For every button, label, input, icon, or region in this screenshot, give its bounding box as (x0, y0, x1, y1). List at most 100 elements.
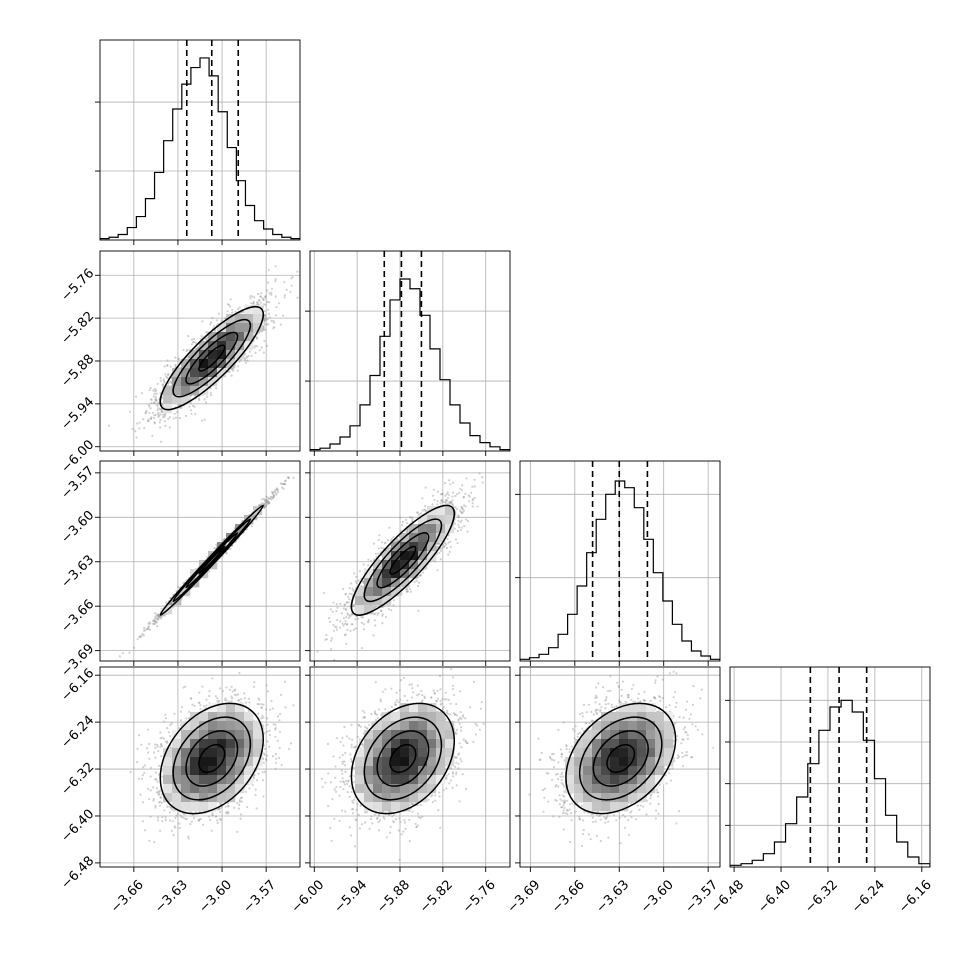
sample-point (237, 308, 240, 311)
sample-point (451, 481, 454, 484)
sample-point (166, 374, 170, 377)
sample-point (152, 620, 156, 623)
sample-point (264, 499, 267, 502)
sample-point (244, 359, 247, 362)
sample-point (188, 349, 191, 352)
sample-point (274, 295, 277, 298)
sample-point (241, 519, 244, 523)
sample-point (155, 389, 158, 392)
sample-point (188, 405, 191, 408)
sample-point (262, 298, 265, 301)
sample-point (163, 413, 166, 416)
sample-point (462, 496, 465, 499)
sample-point (233, 689, 236, 692)
sample-point (411, 520, 414, 523)
sample-point (287, 476, 290, 480)
sample-point (347, 595, 350, 598)
sample-point (267, 268, 270, 271)
sample-point (237, 807, 240, 810)
sample-point (440, 500, 443, 503)
density-cell (226, 323, 236, 333)
sample-point (275, 306, 278, 309)
sample-point (373, 558, 376, 561)
sample-point (157, 411, 160, 414)
sample-point (360, 615, 363, 619)
sample-point (438, 551, 441, 555)
sample-point (197, 819, 200, 822)
sample-point (153, 620, 157, 623)
sample-point (460, 519, 463, 522)
sample-point (358, 570, 361, 573)
density-cell (391, 551, 401, 561)
sample-point (156, 614, 159, 617)
sample-point (142, 418, 145, 421)
sample-point (256, 345, 259, 348)
sample-point (230, 685, 233, 688)
sample-point (344, 593, 347, 596)
sample-point (283, 294, 286, 297)
sample-point (247, 709, 250, 713)
sample-point (380, 609, 383, 613)
sample-point (211, 814, 214, 817)
sample-point (459, 521, 462, 524)
density-cell (190, 368, 200, 378)
sample-point (188, 710, 191, 713)
sample-point (261, 297, 264, 300)
sample-point (265, 501, 268, 504)
density-cell (172, 386, 182, 396)
sample-point (159, 743, 163, 746)
sample-point (417, 584, 420, 588)
sample-point (336, 618, 339, 622)
sample-point (396, 539, 399, 543)
density-cell (400, 542, 410, 552)
density-cell (253, 323, 263, 333)
sample-point (228, 303, 231, 307)
sample-point (266, 500, 269, 503)
sample-point (141, 632, 144, 635)
sample-point (263, 323, 266, 326)
sample-point (158, 789, 161, 792)
sample-point (165, 601, 168, 604)
sample-point (262, 761, 265, 764)
sample-point (335, 603, 338, 606)
sample-point (138, 421, 141, 424)
sample-point (163, 380, 166, 383)
sample-point (158, 615, 161, 618)
sample-point (265, 684, 268, 687)
density-cell (253, 305, 263, 315)
sample-point (380, 546, 383, 550)
sample-point (344, 620, 347, 623)
sample-point (405, 529, 408, 532)
sample-point (265, 504, 268, 507)
sample-point (390, 609, 393, 612)
sample-point (256, 301, 259, 304)
sample-point (150, 417, 153, 420)
sample-point (486, 458, 488, 460)
sample-point (167, 731, 170, 734)
sample-point (447, 493, 450, 496)
sample-point (374, 612, 377, 616)
sample-point (362, 563, 365, 566)
sample-point (262, 326, 265, 330)
sample-point (213, 329, 216, 332)
sample-point (244, 361, 247, 364)
sample-point (274, 752, 277, 756)
density-cell (409, 569, 419, 579)
sample-point (266, 754, 269, 757)
sample-point (193, 816, 196, 820)
density-cell (427, 524, 437, 534)
sample-point (278, 730, 282, 733)
x-tick-label: −6.40 (755, 877, 794, 916)
density-cell (418, 560, 428, 570)
sample-point (269, 496, 272, 499)
sample-point (208, 819, 212, 822)
sample-point (212, 325, 216, 328)
sample-point (156, 408, 159, 412)
sample-point (445, 546, 448, 550)
sample-point (272, 723, 275, 726)
sample-point (255, 779, 258, 782)
sample-point (138, 635, 141, 638)
sample-point (137, 734, 141, 737)
sample-point (166, 376, 169, 380)
